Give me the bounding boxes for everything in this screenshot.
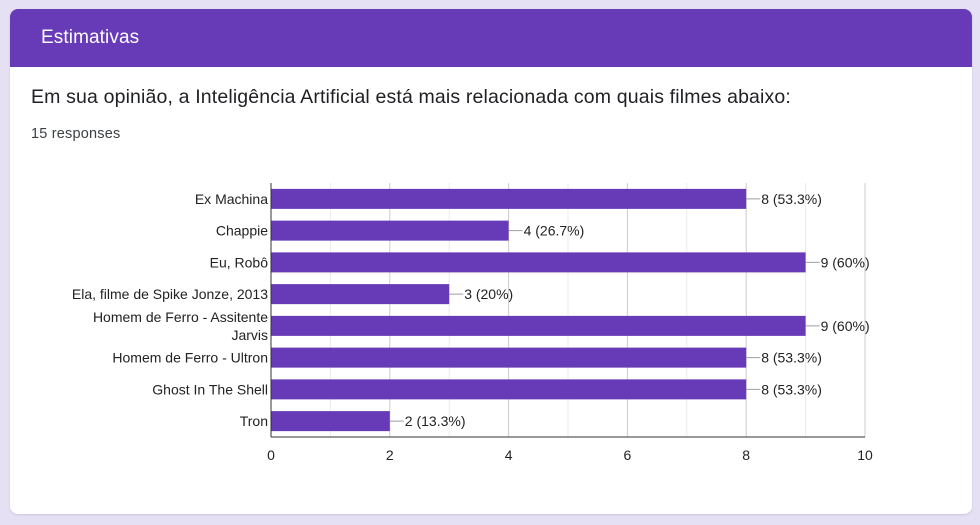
category-label: Ex Machina	[195, 191, 268, 207]
category-label: Ela, filme de Spike Jonze, 2013	[72, 286, 268, 302]
x-tick-label: 4	[505, 447, 513, 463]
data-label: 9 (60%)	[821, 318, 870, 334]
bar	[271, 347, 747, 368]
card-title: Estimativas	[41, 27, 140, 48]
data-label: 3 (20%)	[464, 286, 513, 302]
bar	[271, 188, 747, 209]
data-label: 8 (53.3%)	[761, 381, 822, 397]
question-title: Em sua opinião, a Inteligência Artificia…	[31, 86, 791, 108]
data-label: 8 (53.3%)	[761, 191, 822, 207]
question-card: Estimativas	[10, 9, 972, 514]
x-tick-label: 0	[267, 447, 275, 463]
x-tick-label: 8	[742, 447, 750, 463]
data-label: 9 (60%)	[821, 254, 870, 270]
bar	[271, 315, 806, 336]
responses-count: 15 responses	[31, 126, 121, 142]
bar	[271, 411, 390, 432]
x-tick-label: 2	[386, 447, 394, 463]
category-label: Ghost In The Shell	[152, 381, 268, 397]
category-label: Chappie	[216, 223, 268, 239]
bar	[271, 252, 806, 273]
card-header: Estimativas	[10, 9, 972, 67]
bar	[271, 379, 747, 400]
data-label: 4 (26.7%)	[524, 223, 585, 239]
x-tick-label: 10	[857, 447, 873, 463]
bar	[271, 284, 450, 305]
category-label: Jarvis	[231, 327, 268, 343]
category-label: Homem de Ferro - Ultron	[112, 350, 268, 366]
category-label: Tron	[240, 413, 268, 429]
category-label: Eu, Robô	[210, 254, 269, 270]
data-label: 8 (53.3%)	[761, 350, 822, 366]
category-label: Homem de Ferro - Assitente	[93, 309, 268, 325]
bar	[271, 220, 509, 241]
x-tick-label: 6	[624, 447, 632, 463]
data-label: 2 (13.3%)	[405, 413, 466, 429]
